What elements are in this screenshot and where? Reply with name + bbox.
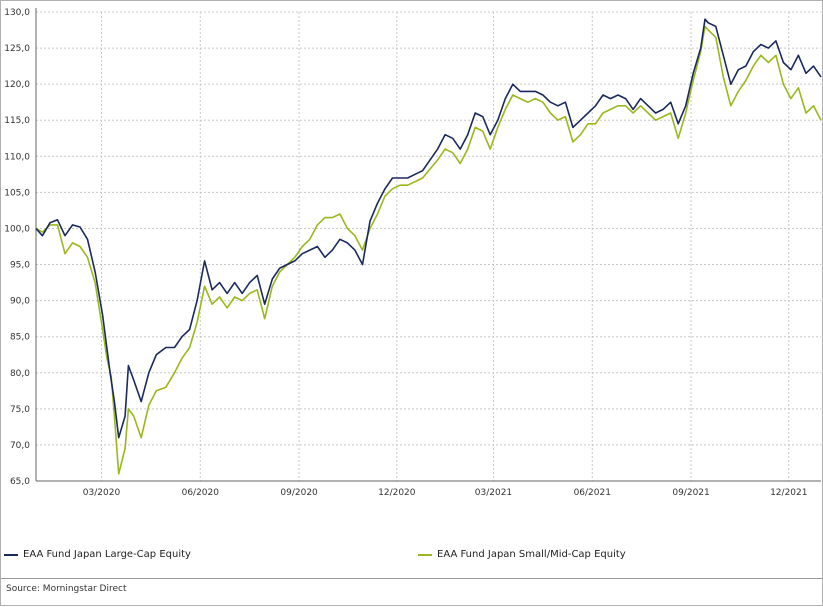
x-tick-label: 06/2021 bbox=[574, 488, 611, 498]
x-axis-ticks: 03/2020 06/2020 09/2020 12/2020 03/2021 06/20… bbox=[83, 488, 808, 498]
x-tick-label: 09/2020 bbox=[280, 488, 318, 498]
y-tick-label: 110,0 bbox=[4, 152, 30, 162]
legend-item-large-cap: EAA Fund Japan Large-Cap Equity bbox=[4, 549, 191, 560]
series-lines bbox=[35, 18, 822, 475]
legend-label-small-mid-cap: EAA Fund Japan Small/Mid-Cap Equity bbox=[437, 549, 626, 560]
source-footer: Source: Morningstar Direct bbox=[0, 578, 823, 607]
legend-swatch-small-mid-cap bbox=[418, 553, 432, 556]
series-line-small-mid-cap bbox=[35, 25, 822, 475]
x-tick-label: 03/2020 bbox=[83, 488, 121, 498]
x-tick-label: 12/2020 bbox=[378, 488, 416, 498]
y-axis-ticks: 65,0 70,0 75,0 80,0 85,0 90,0 95,0 100,0 105,0 11… bbox=[4, 8, 30, 487]
legend-swatch-large-cap bbox=[4, 553, 18, 556]
y-tick-label: 85,0 bbox=[10, 333, 30, 343]
gridlines bbox=[36, 11, 821, 481]
y-tick-label: 115,0 bbox=[4, 116, 30, 126]
y-tick-label: 95,0 bbox=[10, 261, 30, 271]
line-chart: 65,0 70,0 75,0 80,0 85,0 90,0 95,0 100,0 105,0 11… bbox=[4, 8, 822, 498]
x-tick-label: 09/2021 bbox=[672, 488, 709, 498]
source-text: Source: Morningstar Direct bbox=[6, 584, 127, 594]
y-tick-label: 130,0 bbox=[4, 8, 30, 18]
y-tick-label: 125,0 bbox=[4, 44, 30, 54]
y-tick-label: 120,0 bbox=[4, 80, 30, 90]
axes bbox=[35, 8, 821, 482]
y-tick-label: 105,0 bbox=[4, 188, 30, 198]
x-tick-label: 06/2020 bbox=[182, 488, 220, 498]
y-tick-label: 80,0 bbox=[10, 369, 30, 379]
y-tick-label: 70,0 bbox=[10, 441, 30, 451]
y-tick-label: 75,0 bbox=[10, 405, 30, 415]
y-tick-label: 65,0 bbox=[10, 477, 30, 487]
y-tick-label: 100,0 bbox=[4, 224, 30, 234]
x-tick-label: 12/2021 bbox=[770, 488, 807, 498]
legend-item-small-mid-cap: EAA Fund Japan Small/Mid-Cap Equity bbox=[418, 549, 626, 560]
series-line-large-cap bbox=[35, 18, 822, 439]
x-tick-label: 03/2021 bbox=[475, 488, 512, 498]
legend-label-large-cap: EAA Fund Japan Large-Cap Equity bbox=[23, 549, 191, 560]
y-tick-label: 90,0 bbox=[10, 297, 30, 307]
